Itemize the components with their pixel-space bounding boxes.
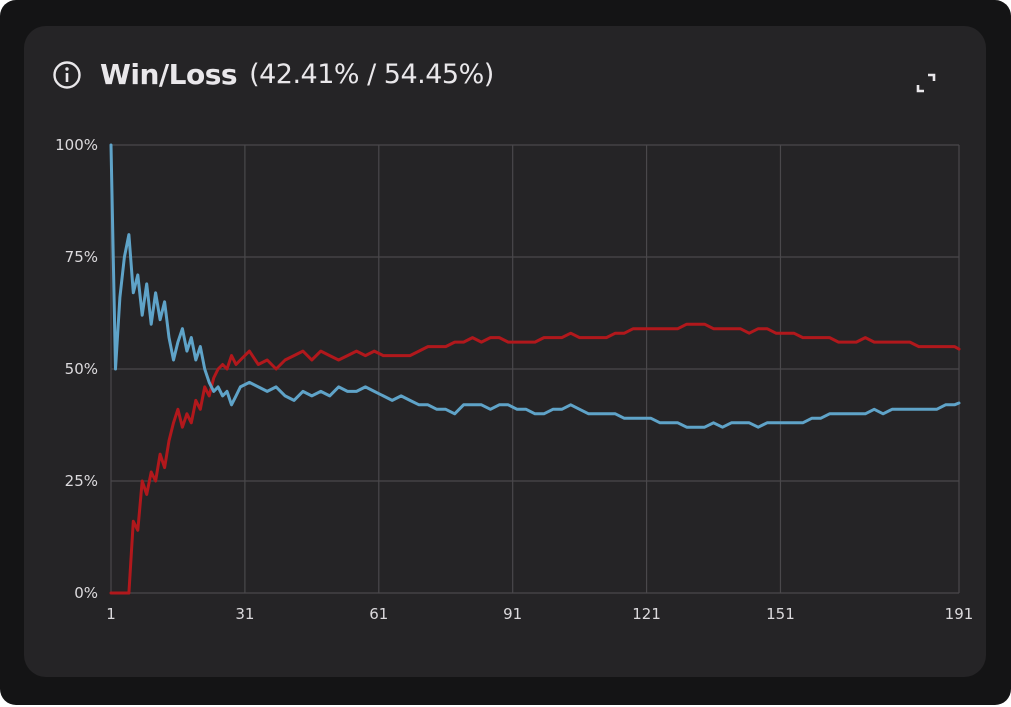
chart-grid	[110, 144, 960, 594]
y-tick-label: 0%	[74, 584, 98, 602]
win-series-line	[109, 143, 961, 429]
chart-series	[109, 143, 961, 595]
x-tick-label: 31	[235, 605, 254, 623]
chart-axes: 0% 25% 50% 75% 100% 1 31 61 91 121 151 191	[55, 136, 973, 623]
loss-series-line	[109, 322, 961, 595]
x-tick-label: 151	[766, 605, 795, 623]
card-subtitle: (42.41% / 54.45%)	[249, 59, 494, 90]
y-tick-label: 75%	[65, 248, 98, 266]
x-tick-label: 61	[369, 605, 388, 623]
card-title: Win/Loss	[100, 58, 238, 91]
x-tick-label: 1	[106, 605, 116, 623]
y-tick-label: 25%	[65, 472, 98, 490]
info-icon[interactable]	[52, 60, 82, 90]
y-tick-label: 50%	[65, 360, 98, 378]
win-loss-card: Win/Loss (42.41% / 54.45%)	[24, 26, 986, 677]
card-header: Win/Loss (42.41% / 54.45%)	[52, 58, 494, 91]
x-tick-label: 191	[945, 605, 974, 623]
x-tick-label: 121	[632, 605, 661, 623]
y-tick-label: 100%	[55, 136, 98, 154]
expand-icon[interactable]	[909, 66, 943, 100]
x-tick-label: 91	[503, 605, 522, 623]
